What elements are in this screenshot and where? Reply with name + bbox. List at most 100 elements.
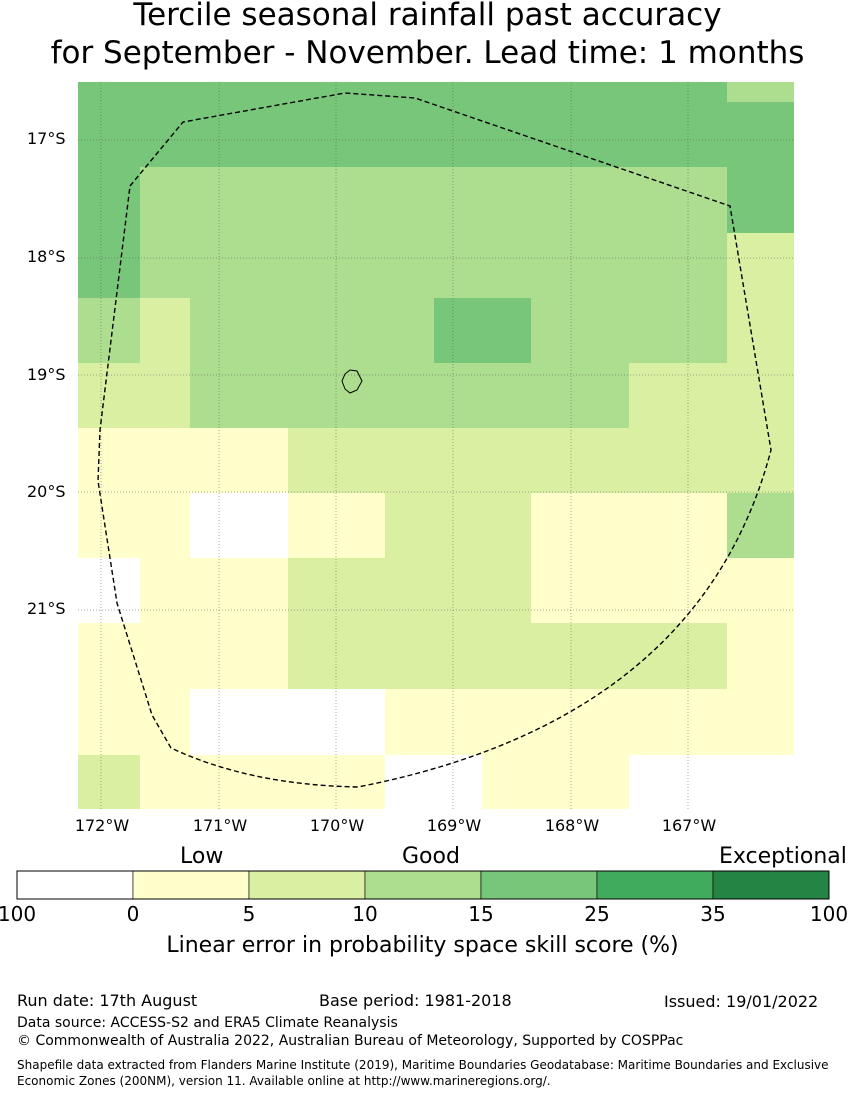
colorbar-swatch xyxy=(480,870,598,900)
grid-cell xyxy=(531,623,629,689)
grid-cell xyxy=(531,755,629,809)
grid-cell xyxy=(288,298,336,363)
grid-cell xyxy=(727,82,794,102)
grid-cell xyxy=(288,82,336,102)
grid-cell xyxy=(629,689,727,755)
grid-cell xyxy=(78,755,140,809)
grid-cell xyxy=(78,363,140,428)
grid-cell xyxy=(336,689,385,755)
chart-title-line-1: Tercile seasonal rainfall past accuracy xyxy=(133,0,722,33)
grid-cell xyxy=(434,82,482,102)
grid-cell xyxy=(238,689,288,755)
grid-cell xyxy=(140,82,190,102)
grid-cell xyxy=(727,623,794,689)
colorbar-swatch xyxy=(16,870,134,900)
lat-label-18s: 18°S xyxy=(27,247,66,266)
grid-cell xyxy=(288,102,336,167)
island-outline xyxy=(341,369,363,394)
lat-label-20s: 20°S xyxy=(27,482,66,501)
legend-category-exceptional: Exceptional xyxy=(719,844,847,869)
grid-cell xyxy=(238,755,288,809)
grid-cell xyxy=(190,233,238,298)
grid-cell xyxy=(288,363,336,428)
grid-cell xyxy=(140,493,190,558)
grid-cell xyxy=(190,493,238,558)
grid-cell xyxy=(336,298,385,363)
lon-label-167w: 167°W xyxy=(661,816,717,835)
grid-cell xyxy=(140,102,190,167)
grid-cell xyxy=(336,428,385,493)
grid-cell xyxy=(629,428,727,493)
skill-grid xyxy=(78,82,794,809)
grid-cell xyxy=(336,755,385,809)
grid-cell xyxy=(531,493,629,558)
grid-cell xyxy=(190,428,238,493)
grid-cell xyxy=(727,102,794,167)
grid-cell xyxy=(385,233,434,298)
grid-cell xyxy=(190,298,238,363)
grid-cell xyxy=(531,167,629,233)
grid-cell xyxy=(288,558,336,623)
grid-cell xyxy=(629,233,727,298)
grid-cell xyxy=(629,623,727,689)
lat-label-21s: 21°S xyxy=(27,599,66,618)
grid-cell xyxy=(336,102,385,167)
colorbar-swatch xyxy=(712,870,830,900)
graticule xyxy=(78,82,794,809)
colorbar-swatch xyxy=(132,870,250,900)
grid-cell xyxy=(629,102,727,167)
grid-cell xyxy=(434,298,482,363)
grid-cell xyxy=(531,558,629,623)
grid-cell xyxy=(434,167,482,233)
colorbar-tick: 0 xyxy=(126,902,140,926)
grid-cell xyxy=(140,233,190,298)
grid-cell xyxy=(78,102,140,167)
grid-cell xyxy=(385,298,434,363)
grid-cell xyxy=(288,623,336,689)
grid-cell xyxy=(288,755,336,809)
grid-cell xyxy=(288,428,336,493)
grid-cell xyxy=(482,428,531,493)
grid-cell xyxy=(629,167,727,233)
grid-cell xyxy=(190,623,238,689)
grid-cell xyxy=(482,558,531,623)
grid-cell xyxy=(482,167,531,233)
grid-cell xyxy=(727,493,794,558)
grid-cell xyxy=(140,755,190,809)
grid-cell xyxy=(190,82,238,102)
grid-cell xyxy=(190,689,238,755)
grid-cell xyxy=(727,363,794,428)
grid-cell xyxy=(336,167,385,233)
grid-cell xyxy=(78,298,140,363)
grid-cell xyxy=(482,233,531,298)
grid-cell xyxy=(385,493,434,558)
grid-cell xyxy=(531,689,629,755)
colorbar-tick: 10 xyxy=(352,902,378,926)
lon-label-168w: 168°W xyxy=(544,816,600,835)
grid-cell xyxy=(629,82,727,102)
colorbar-swatch xyxy=(364,870,482,900)
grid-cell xyxy=(531,298,629,363)
grid-cell xyxy=(140,363,190,428)
grid-cell xyxy=(727,167,794,233)
grid-cell xyxy=(238,493,288,558)
copyright: © Commonwealth of Australia 2022, Austra… xyxy=(17,1033,684,1049)
grid-cell xyxy=(238,558,288,623)
grid-cell xyxy=(385,363,434,428)
grid-cell xyxy=(190,558,238,623)
grid-cell xyxy=(140,428,190,493)
grid-cell xyxy=(434,493,482,558)
grid-cell xyxy=(238,428,288,493)
grid-cell xyxy=(531,233,629,298)
grid-cell xyxy=(78,689,140,755)
colorbar-tick: 100 xyxy=(809,902,849,926)
colorbar-tick: 25 xyxy=(584,902,610,926)
grid-cell xyxy=(78,558,140,623)
grid-cell xyxy=(336,233,385,298)
grid-cell xyxy=(78,82,140,102)
grid-cell xyxy=(727,298,794,363)
grid-cell xyxy=(190,755,238,809)
grid-cell xyxy=(385,428,434,493)
eez-boundary xyxy=(97,92,772,788)
grid-cell xyxy=(385,558,434,623)
